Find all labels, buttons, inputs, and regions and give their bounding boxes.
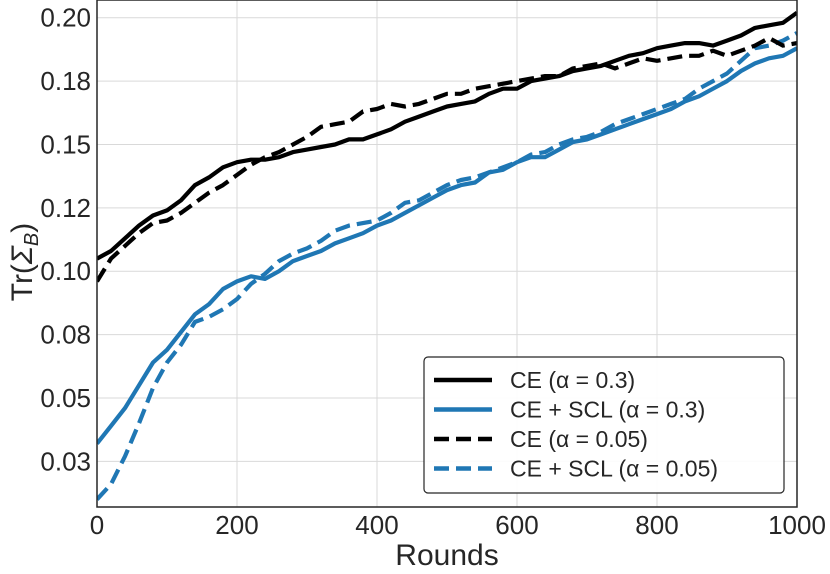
x-tick-label: 200 bbox=[215, 510, 258, 540]
legend-label: CE (α = 0.05) bbox=[510, 426, 648, 452]
y-tick-label: 0.03 bbox=[40, 446, 91, 476]
legend: CE (α = 0.3) CE + SCL (α = 0.3) CE (α = 0.… bbox=[423, 356, 785, 494]
series-line-4 bbox=[97, 31, 797, 501]
legend-label: CE + SCL (α = 0.05) bbox=[510, 456, 718, 482]
series-line-1 bbox=[97, 10, 797, 261]
x-axis-ticks: 0 200 400 600 800 1000 bbox=[90, 510, 826, 540]
series-line-3 bbox=[97, 35, 797, 283]
legend-label: CE + SCL (α = 0.3) bbox=[510, 397, 705, 423]
y-axis-ticks: 0.03 0.05 0.08 0.10 0.12 0.15 0.18 0.20 bbox=[40, 3, 91, 477]
y-tick-label: 0.08 bbox=[40, 320, 91, 350]
x-tick-label: 1000 bbox=[768, 510, 826, 540]
legend-box bbox=[423, 356, 785, 494]
x-axis-label: Rounds bbox=[395, 539, 498, 572]
y-tick-label: 0.20 bbox=[40, 3, 91, 33]
y-tick-label: 0.05 bbox=[40, 383, 91, 413]
y-tick-label: 0.12 bbox=[40, 193, 91, 223]
y-tick-label: 0.15 bbox=[40, 129, 91, 159]
y-axis-label: Tr(ΣB) bbox=[6, 223, 43, 302]
x-tick-label: 600 bbox=[495, 510, 538, 540]
y-tick-label: 0.18 bbox=[40, 66, 91, 96]
y-tick-label: 0.10 bbox=[40, 256, 91, 286]
x-tick-label: 800 bbox=[635, 510, 678, 540]
x-tick-label: 0 bbox=[90, 510, 104, 540]
series-lines bbox=[97, 10, 797, 501]
plot-frame bbox=[96, 0, 798, 508]
x-tick-label: 400 bbox=[355, 510, 398, 540]
series-line-2 bbox=[97, 46, 797, 445]
legend-label: CE (α = 0.3) bbox=[510, 367, 635, 393]
